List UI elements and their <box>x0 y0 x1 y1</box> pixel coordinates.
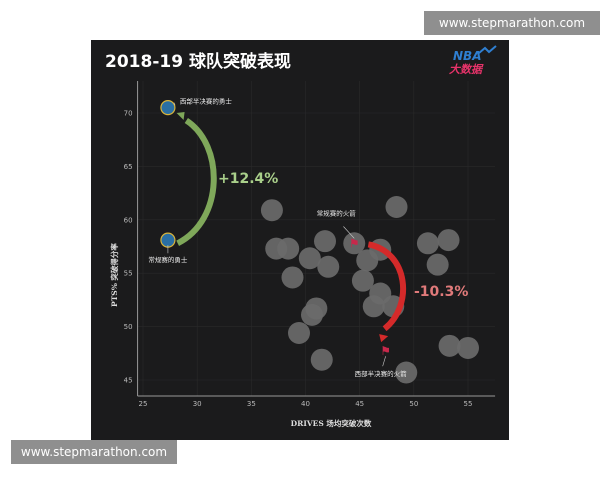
team-bubble <box>457 336 479 359</box>
y-tick-label: 60 <box>124 216 133 224</box>
x-tick-label: 40 <box>301 400 310 408</box>
team-bubble <box>301 303 323 326</box>
y-tick-label: 65 <box>124 163 133 171</box>
scatter-chart: 2018-19 球队突破表现 NBA 大数据 25 30 35 40 45 50 55 45 5… <box>105 45 497 428</box>
team-bubble <box>385 195 408 218</box>
y-tick-label: 55 <box>124 270 133 278</box>
rockets-change-label: -10.3% <box>414 284 468 300</box>
team-point-label: 常规赛的勇士 <box>148 255 188 264</box>
warriors-arrowhead-icon <box>176 112 185 120</box>
rockets-logo-icon: ⚑ <box>380 344 391 358</box>
team-bubble <box>437 229 460 252</box>
x-tick-label: 35 <box>247 400 256 408</box>
team-bubble <box>260 199 283 222</box>
x-tick-label: 50 <box>409 400 418 408</box>
warriors-change-label: +12.4% <box>218 171 278 187</box>
x-tick-label: 30 <box>193 400 202 408</box>
logo-nba: NBA <box>453 49 481 63</box>
x-axis-label: DRIVES 场均突破次数 <box>291 418 372 428</box>
warriors-logo-icon <box>160 100 176 116</box>
chart-panel: 2018-19 球队突破表现 NBA 大数据 25 30 35 40 45 50 55 45 5… <box>91 40 509 440</box>
x-tick-label: 55 <box>464 400 473 408</box>
watermark-top: www.stepmarathon.com <box>424 11 600 35</box>
team-bubble <box>343 232 366 255</box>
nba-logo: NBA 大数据 <box>449 45 497 76</box>
warriors-logo-icon <box>160 232 176 248</box>
team-bubble <box>395 361 418 384</box>
team-bubble <box>288 322 310 345</box>
team-bubble <box>426 253 449 276</box>
team-bubble <box>351 269 374 292</box>
y-tick-label: 45 <box>124 377 133 385</box>
rockets-arrowhead-icon <box>379 334 389 343</box>
team-bubble <box>310 348 333 371</box>
y-tick-label: 50 <box>124 323 133 331</box>
y-axis-label: PTS% 突破得分率 <box>109 243 119 307</box>
label-leader-line <box>382 356 386 367</box>
logo-wave-icon <box>478 45 497 54</box>
team-bubble <box>314 230 336 253</box>
team-bubble <box>317 255 340 278</box>
y-tick-label: 70 <box>124 110 133 118</box>
team-bubble <box>281 266 304 289</box>
team-bubble <box>298 247 321 270</box>
team-bubble <box>277 237 300 260</box>
rockets-arrow <box>367 241 407 332</box>
team-point-label: 西部半决赛的火箭 <box>355 369 408 378</box>
team-bubble <box>362 295 385 318</box>
chart-title: 2018-19 球队突破表现 <box>105 51 291 72</box>
watermark-bottom: www.stepmarathon.com <box>11 440 177 464</box>
team-point-label: 常规赛的火箭 <box>317 208 357 217</box>
warriors-arrow <box>176 117 217 246</box>
label-leader-line <box>343 226 355 239</box>
x-tick-label: 45 <box>355 400 364 408</box>
rockets-logo-icon: ⚑ <box>349 236 360 250</box>
logo-dashuju: 大数据 <box>449 63 484 76</box>
label-leader-line <box>173 102 176 106</box>
x-tick-label: 25 <box>139 400 148 408</box>
team-bubble <box>438 334 461 357</box>
team-point-label: 西部半决赛的勇士 <box>180 97 233 106</box>
team-bubble <box>416 232 439 255</box>
